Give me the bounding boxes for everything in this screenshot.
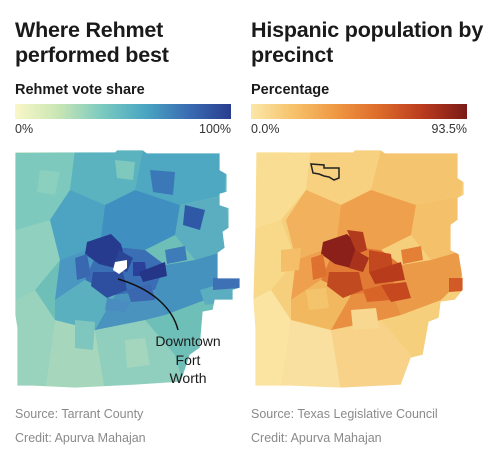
hispanic-population-title: Hispanic population by precinct <box>251 18 484 67</box>
annotation-line-2: Fort <box>175 351 201 368</box>
hispanic-population-scale-max: 93.5% <box>431 122 467 136</box>
annotation-line-1: Downtown <box>155 333 221 349</box>
vote-share-title: Where Rehmet performed best <box>15 18 169 67</box>
annotation-line-3: Worth <box>169 370 207 386</box>
hispanic-population-scale-min: 0.0% <box>251 122 280 136</box>
vote-share-source: Source: Tarrant County <box>15 407 144 421</box>
vote-share-map <box>15 150 241 389</box>
hispanic-population-legend-title: Percentage <box>251 82 330 98</box>
downtown-pointer <box>117 278 179 331</box>
vote-share-scale-min: 0% <box>15 122 34 136</box>
hispanic-population-color-scale <box>251 104 467 119</box>
vote-share-panel: Where Rehmet performed best Rehmet vote … <box>15 0 247 469</box>
vote-share-color-scale <box>15 104 231 119</box>
hispanic-population-panel: Hispanic population by precinct Percenta… <box>251 0 483 469</box>
vote-share-credit: Credit: Apurva Mahajan <box>15 431 146 445</box>
vote-share-legend-title: Rehmet vote share <box>15 82 145 98</box>
vote-share-scale-max: 100% <box>199 122 231 136</box>
texas-outline-icon <box>310 163 340 181</box>
hispanic-population-credit: Credit: Apurva Mahajan <box>251 431 382 445</box>
downtown-fort-worth-label: Downtown Fort Worth <box>128 332 248 388</box>
hispanic-population-source: Source: Texas Legislative Council <box>251 407 438 421</box>
hispanic-population-map <box>252 150 465 389</box>
